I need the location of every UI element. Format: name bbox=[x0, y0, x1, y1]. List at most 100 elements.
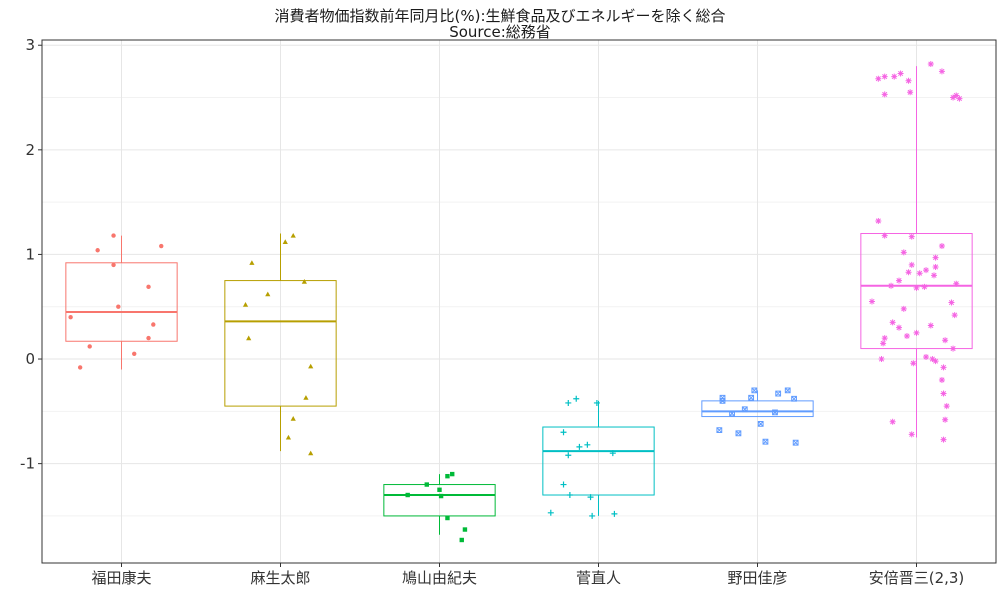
data-point bbox=[908, 261, 915, 268]
data-point bbox=[929, 356, 936, 363]
data-point bbox=[953, 92, 960, 99]
data-point bbox=[95, 248, 100, 253]
data-point bbox=[923, 267, 930, 274]
data-point bbox=[249, 260, 255, 265]
x-tick-label: 麻生太郎 bbox=[250, 569, 310, 587]
data-point bbox=[424, 482, 429, 487]
data-point bbox=[560, 481, 567, 488]
data-point bbox=[741, 406, 748, 413]
data-point bbox=[905, 269, 912, 276]
data-point bbox=[878, 356, 885, 363]
box bbox=[701, 400, 814, 418]
y-tick-label: 1 bbox=[25, 245, 35, 263]
data-point bbox=[772, 409, 778, 416]
data-point bbox=[910, 360, 917, 367]
data-point bbox=[907, 89, 914, 96]
box bbox=[65, 262, 178, 342]
data-point bbox=[875, 75, 882, 82]
data-point bbox=[881, 91, 888, 98]
data-point bbox=[301, 279, 307, 284]
data-point bbox=[565, 452, 572, 459]
data-point bbox=[897, 70, 904, 77]
data-point bbox=[719, 397, 726, 404]
data-point bbox=[900, 249, 907, 256]
data-point bbox=[445, 473, 450, 479]
data-point bbox=[880, 340, 887, 347]
data-point bbox=[889, 418, 896, 425]
data-point bbox=[757, 420, 764, 427]
chart-title: 消費者物価指数前年同月比(%):生鮮食品及びエネルギーを除く総合 bbox=[274, 7, 726, 25]
data-point bbox=[246, 335, 252, 341]
data-point bbox=[938, 243, 945, 250]
data-point bbox=[735, 430, 742, 437]
data-point bbox=[940, 364, 947, 371]
data-point bbox=[903, 333, 910, 340]
box bbox=[383, 484, 496, 517]
data-point bbox=[940, 436, 947, 443]
data-point bbox=[942, 337, 949, 344]
data-point bbox=[111, 262, 116, 268]
data-point bbox=[932, 263, 939, 270]
data-point bbox=[751, 387, 758, 394]
data-point bbox=[881, 73, 888, 80]
data-point bbox=[900, 305, 907, 312]
data-point bbox=[716, 427, 723, 434]
x-tick-label: 野田佳彦 bbox=[727, 569, 787, 587]
data-point bbox=[888, 282, 895, 289]
data-point bbox=[932, 358, 939, 365]
data-point bbox=[282, 239, 288, 244]
data-point bbox=[905, 77, 912, 84]
data-point bbox=[132, 351, 137, 356]
data-point bbox=[881, 335, 888, 342]
data-point bbox=[916, 270, 923, 277]
data-point bbox=[908, 431, 915, 438]
data-point bbox=[913, 329, 920, 336]
data-point bbox=[87, 344, 92, 349]
data-point bbox=[938, 376, 945, 383]
data-point bbox=[303, 395, 309, 400]
data-point bbox=[896, 277, 903, 284]
data-point bbox=[953, 280, 960, 287]
data-point bbox=[146, 284, 151, 290]
data-point bbox=[159, 243, 164, 249]
data-point bbox=[573, 395, 580, 402]
data-point bbox=[927, 61, 934, 68]
data-point bbox=[943, 403, 950, 410]
data-point bbox=[950, 345, 957, 352]
x-tick-label: 鳩山由紀夫 bbox=[402, 569, 477, 587]
x-tick-label: 福田康夫 bbox=[91, 569, 151, 587]
data-point bbox=[584, 441, 591, 448]
data-point bbox=[290, 416, 296, 421]
y-tick-label: -1 bbox=[20, 455, 35, 473]
data-point bbox=[921, 283, 928, 290]
data-point bbox=[587, 494, 594, 501]
data-point bbox=[611, 510, 618, 517]
data-point bbox=[437, 487, 442, 492]
data-point bbox=[589, 512, 596, 519]
data-point bbox=[940, 390, 947, 397]
data-point bbox=[891, 73, 898, 80]
data-point bbox=[308, 450, 314, 456]
box bbox=[542, 426, 655, 496]
data-point bbox=[116, 304, 121, 309]
data-point bbox=[956, 95, 963, 102]
data-point bbox=[609, 450, 616, 457]
data-point bbox=[265, 291, 271, 297]
data-point bbox=[242, 302, 249, 307]
data-point bbox=[593, 399, 600, 406]
data-point bbox=[923, 353, 930, 360]
data-point bbox=[77, 365, 83, 370]
x-tick-label: 菅直人 bbox=[576, 569, 621, 587]
data-point bbox=[784, 387, 791, 394]
data-point bbox=[948, 299, 955, 306]
box bbox=[860, 233, 973, 350]
data-point bbox=[791, 395, 797, 402]
y-tick-label: 3 bbox=[25, 36, 35, 54]
data-point bbox=[285, 434, 292, 440]
data-point bbox=[462, 527, 468, 532]
data-point bbox=[913, 284, 920, 291]
data-point bbox=[875, 217, 882, 224]
data-point bbox=[111, 233, 116, 238]
